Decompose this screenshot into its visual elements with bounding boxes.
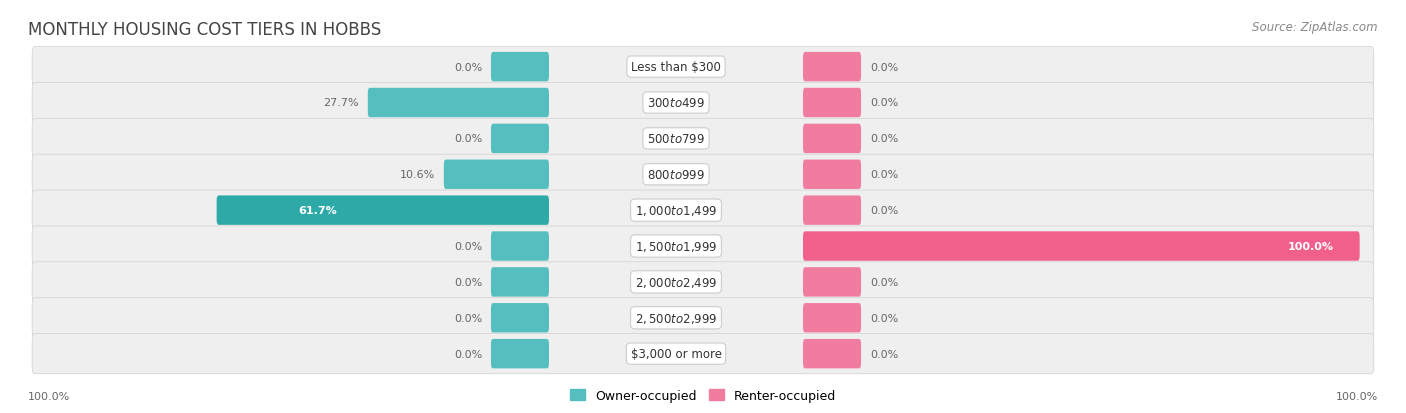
Text: 0.0%: 0.0% xyxy=(870,170,898,180)
FancyBboxPatch shape xyxy=(444,160,548,190)
Text: 0.0%: 0.0% xyxy=(870,134,898,144)
Text: 10.6%: 10.6% xyxy=(399,170,434,180)
Text: 100.0%: 100.0% xyxy=(1288,242,1333,252)
FancyBboxPatch shape xyxy=(32,47,1374,88)
Text: $300 to $499: $300 to $499 xyxy=(647,97,704,110)
FancyBboxPatch shape xyxy=(32,155,1374,195)
Text: 0.0%: 0.0% xyxy=(870,206,898,216)
Text: 0.0%: 0.0% xyxy=(870,62,898,72)
FancyBboxPatch shape xyxy=(803,303,860,333)
Text: 100.0%: 100.0% xyxy=(28,391,70,401)
Text: 0.0%: 0.0% xyxy=(870,98,898,108)
Text: MONTHLY HOUSING COST TIERS IN HOBBS: MONTHLY HOUSING COST TIERS IN HOBBS xyxy=(28,21,381,38)
Text: $3,000 or more: $3,000 or more xyxy=(630,347,721,360)
Text: 0.0%: 0.0% xyxy=(870,313,898,323)
FancyBboxPatch shape xyxy=(32,298,1374,338)
FancyBboxPatch shape xyxy=(32,226,1374,266)
Text: $2,500 to $2,999: $2,500 to $2,999 xyxy=(634,311,717,325)
Text: 0.0%: 0.0% xyxy=(454,242,482,252)
Legend: Owner-occupied, Renter-occupied: Owner-occupied, Renter-occupied xyxy=(565,384,841,407)
Text: $1,500 to $1,999: $1,500 to $1,999 xyxy=(634,240,717,254)
FancyBboxPatch shape xyxy=(491,232,548,261)
Text: Source: ZipAtlas.com: Source: ZipAtlas.com xyxy=(1253,21,1378,33)
FancyBboxPatch shape xyxy=(803,232,1360,261)
FancyBboxPatch shape xyxy=(491,53,548,82)
Text: $800 to $999: $800 to $999 xyxy=(647,169,704,181)
FancyBboxPatch shape xyxy=(803,88,860,118)
FancyBboxPatch shape xyxy=(217,196,548,225)
FancyBboxPatch shape xyxy=(803,160,860,190)
FancyBboxPatch shape xyxy=(32,190,1374,231)
Text: $500 to $799: $500 to $799 xyxy=(647,133,704,145)
FancyBboxPatch shape xyxy=(368,88,548,118)
FancyBboxPatch shape xyxy=(32,262,1374,302)
FancyBboxPatch shape xyxy=(491,124,548,154)
Text: Less than $300: Less than $300 xyxy=(631,61,721,74)
Text: 0.0%: 0.0% xyxy=(454,277,482,287)
FancyBboxPatch shape xyxy=(491,268,548,297)
Text: 100.0%: 100.0% xyxy=(1336,391,1378,401)
FancyBboxPatch shape xyxy=(803,339,860,368)
Text: $2,000 to $2,499: $2,000 to $2,499 xyxy=(634,275,717,289)
Text: $1,000 to $1,499: $1,000 to $1,499 xyxy=(634,204,717,218)
FancyBboxPatch shape xyxy=(803,124,860,154)
Text: 0.0%: 0.0% xyxy=(454,134,482,144)
FancyBboxPatch shape xyxy=(803,268,860,297)
Text: 0.0%: 0.0% xyxy=(454,349,482,359)
Text: 0.0%: 0.0% xyxy=(454,62,482,72)
FancyBboxPatch shape xyxy=(491,339,548,368)
FancyBboxPatch shape xyxy=(491,303,548,333)
FancyBboxPatch shape xyxy=(32,334,1374,374)
FancyBboxPatch shape xyxy=(803,53,860,82)
Text: 0.0%: 0.0% xyxy=(870,277,898,287)
Text: 27.7%: 27.7% xyxy=(323,98,359,108)
FancyBboxPatch shape xyxy=(803,196,860,225)
Text: 0.0%: 0.0% xyxy=(454,313,482,323)
FancyBboxPatch shape xyxy=(32,83,1374,123)
FancyBboxPatch shape xyxy=(32,119,1374,159)
Text: 0.0%: 0.0% xyxy=(870,349,898,359)
Text: 61.7%: 61.7% xyxy=(298,206,336,216)
